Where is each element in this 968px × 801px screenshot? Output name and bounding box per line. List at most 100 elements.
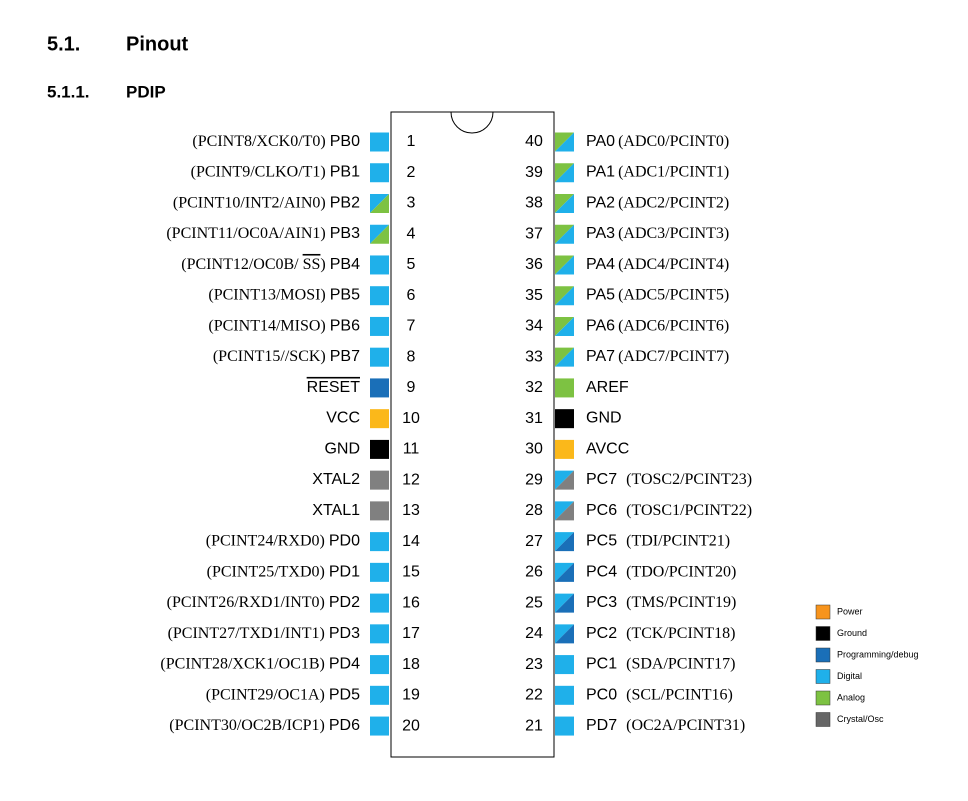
pin-fill bbox=[370, 685, 389, 705]
pin-number: 11 bbox=[403, 441, 420, 458]
pin-label: PA6 (ADC6/PCINT6) bbox=[586, 317, 729, 335]
pin-label: PA3 (ADC3/PCINT3) bbox=[586, 225, 729, 243]
pin-square bbox=[370, 409, 389, 429]
pin-fill bbox=[555, 255, 574, 275]
pin-label: PC6 (TOSC1/PCINT22) bbox=[586, 502, 752, 520]
pin-square bbox=[370, 255, 389, 275]
pin-number: 20 bbox=[402, 717, 420, 734]
pin-name: RESET bbox=[307, 379, 361, 396]
pin-square bbox=[370, 378, 389, 398]
pin-square bbox=[555, 562, 574, 582]
pin-number: 29 bbox=[525, 471, 543, 488]
pin-number: 12 bbox=[402, 471, 420, 488]
pin-name: PB7 bbox=[330, 348, 360, 365]
pin-square bbox=[555, 685, 574, 705]
pin-fill bbox=[555, 593, 574, 613]
pin-label: AREF bbox=[586, 379, 629, 396]
pin-label: XTAL2 bbox=[312, 471, 360, 488]
pin-name: PD3 bbox=[329, 625, 360, 642]
pin-name: PB2 bbox=[330, 195, 360, 212]
pin-label: GND bbox=[586, 410, 622, 427]
pin-square bbox=[555, 163, 574, 183]
pin-fill bbox=[555, 685, 574, 705]
pin-label: (PCINT25/TXD0) PD1 bbox=[207, 563, 360, 581]
legend-swatch bbox=[815, 712, 831, 727]
pin-square bbox=[370, 716, 389, 736]
pin-fill bbox=[370, 470, 389, 490]
pin-fill bbox=[555, 532, 574, 552]
pin-alt: (PCINT26/RXD1/INT0) bbox=[167, 594, 325, 611]
pin-number: 33 bbox=[525, 348, 543, 365]
pin-fill bbox=[555, 132, 574, 152]
pin-fill bbox=[555, 286, 574, 306]
pin-fill bbox=[370, 163, 389, 183]
pin-label: PA0 (ADC0/PCINT0) bbox=[586, 133, 729, 151]
pin-square bbox=[555, 378, 574, 398]
pin-square bbox=[555, 286, 574, 306]
pin-fill bbox=[370, 378, 389, 398]
pin-alt: (TDI/PCINT21) bbox=[626, 532, 730, 549]
pin-number: 39 bbox=[525, 164, 543, 181]
pin-name: PD5 bbox=[329, 687, 360, 704]
pin-fill bbox=[370, 439, 389, 459]
pin-name: PB4 bbox=[330, 256, 360, 273]
pin-number: 3 bbox=[407, 195, 416, 212]
pin-fill bbox=[370, 501, 389, 521]
pin-square bbox=[370, 470, 389, 490]
pin-label: PA5 (ADC5/PCINT5) bbox=[586, 286, 729, 304]
pin-label: (PCINT8/XCK0/T0) PB0 bbox=[192, 133, 360, 151]
pin-square bbox=[370, 224, 389, 244]
pin-label: PA2 (ADC2/PCINT2) bbox=[586, 194, 729, 212]
pin-number: 5 bbox=[407, 256, 416, 273]
pin-number: 32 bbox=[525, 379, 543, 396]
pin-label: GND bbox=[324, 441, 360, 458]
pin-square bbox=[555, 193, 574, 213]
pin-alt: (PCINT15//SCK) bbox=[213, 348, 326, 365]
pin-alt: (PCINT12/OC0B/ bbox=[181, 256, 299, 273]
pin-number: 19 bbox=[402, 687, 420, 704]
pin-number: 37 bbox=[525, 225, 543, 242]
pin-label: (PCINT26/RXD1/INT0) PD2 bbox=[167, 594, 360, 612]
pin-fill bbox=[370, 716, 389, 736]
pin-label: (PCINT24/RXD0) PD0 bbox=[206, 532, 360, 550]
pin-alt: (PCINT29/OC1A) bbox=[206, 686, 325, 703]
pin-alt: (ADC2/PCINT2) bbox=[618, 194, 729, 211]
pin-label: PA1 (ADC1/PCINT1) bbox=[586, 163, 729, 181]
pin-square bbox=[370, 501, 389, 521]
pin-alt: (TOSC1/PCINT22) bbox=[626, 502, 752, 519]
pin-fill bbox=[370, 255, 389, 275]
pin-square bbox=[370, 562, 389, 582]
pin-alt: (ADC1/PCINT1) bbox=[618, 163, 729, 180]
pin-fill bbox=[370, 224, 389, 244]
pin-label: (PCINT29/OC1A) PD5 bbox=[206, 686, 360, 704]
pin-square bbox=[555, 655, 574, 675]
pin-alt: (PCINT11/OC0A/AIN1) bbox=[166, 225, 325, 242]
pin-label: (PCINT10/INT2/AIN0) PB2 bbox=[173, 194, 360, 212]
pin-number: 13 bbox=[402, 502, 420, 519]
pin-label: PD7 (OC2A/PCINT31) bbox=[586, 717, 745, 735]
pin-name: PC7 bbox=[586, 471, 617, 488]
pin-square bbox=[370, 347, 389, 367]
pin-alt: (SCL/PCINT16) bbox=[626, 686, 733, 703]
section-number: 5.1. bbox=[47, 33, 80, 55]
pin-fill bbox=[370, 132, 389, 152]
pin-name: PA7 bbox=[586, 348, 615, 365]
pin-number: 14 bbox=[402, 533, 420, 550]
pin-alt: (PCINT14/MISO) bbox=[208, 317, 325, 334]
pin-label: (PCINT28/XCK1/OC1B) PD4 bbox=[160, 655, 360, 673]
pin-number: 6 bbox=[407, 287, 416, 304]
legend-swatch bbox=[815, 626, 831, 641]
pin-label: PC1 (SDA/PCINT17) bbox=[586, 655, 735, 673]
pin-label: VCC bbox=[326, 410, 360, 427]
pin-name: PC4 bbox=[586, 564, 617, 581]
pin-fill bbox=[555, 193, 574, 213]
pin-number: 15 bbox=[402, 564, 420, 581]
pin-square bbox=[555, 132, 574, 152]
legend-label: Digital bbox=[837, 671, 862, 681]
pin-alt: ) bbox=[320, 256, 325, 273]
pin-number: 2 bbox=[407, 164, 416, 181]
pin-name: PD6 bbox=[329, 717, 360, 734]
pin-fill bbox=[370, 532, 389, 552]
pin-alt: (TOSC2/PCINT23) bbox=[626, 471, 752, 488]
